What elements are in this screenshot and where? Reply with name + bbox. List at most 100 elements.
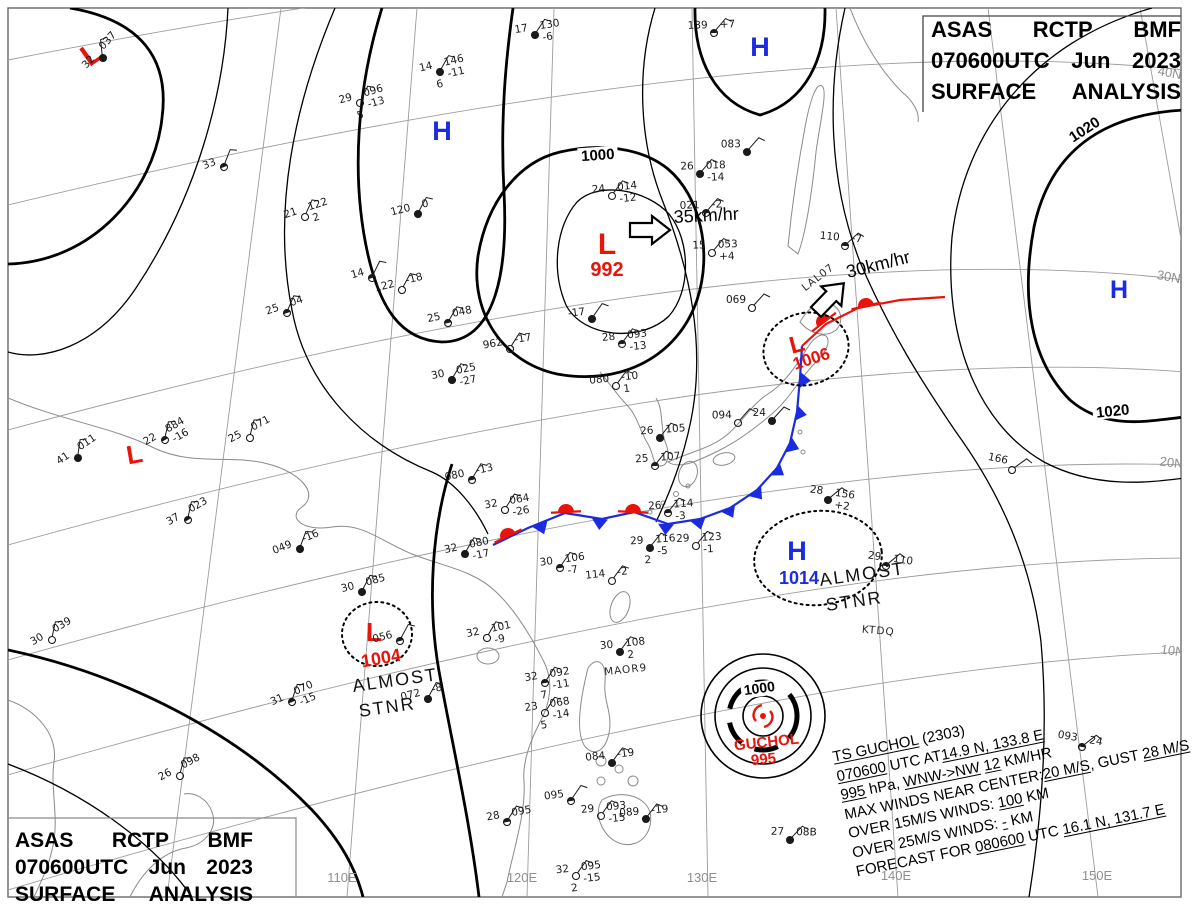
svg-text:1000: 1000 xyxy=(743,678,776,698)
svg-text:166: 166 xyxy=(987,451,1009,467)
svg-text:+2: +2 xyxy=(834,499,851,513)
longitude-label: 120E xyxy=(507,870,538,885)
svg-text:25: 25 xyxy=(635,452,649,465)
title-word: RCTP xyxy=(1032,17,1093,42)
pressure-center-h: H xyxy=(432,116,452,146)
cold-front-marker xyxy=(592,518,608,530)
title-line: 070600UTC Jun 2023 xyxy=(15,854,253,881)
station-plot: 32 101-9 xyxy=(465,619,512,646)
typhoon-icon xyxy=(763,710,774,729)
svg-text:30: 30 xyxy=(340,580,356,595)
station-plot: 26 098 xyxy=(156,751,202,783)
svg-text:123: 123 xyxy=(701,531,722,544)
station-plot: 32 095-15 2 xyxy=(555,859,602,895)
svg-text:-17: -17 xyxy=(513,331,532,346)
svg-text:15: 15 xyxy=(692,239,706,251)
svg-text:093: 093 xyxy=(627,327,648,341)
svg-text:023: 023 xyxy=(186,495,209,515)
svg-text:30: 30 xyxy=(28,631,46,648)
svg-text:6: 6 xyxy=(435,78,445,91)
svg-text:L: L xyxy=(124,438,145,470)
svg-text:139: 139 xyxy=(687,19,707,32)
station-plot: 072 -8 xyxy=(399,681,443,703)
svg-text:32: 32 xyxy=(443,542,459,557)
svg-text:037: 037 xyxy=(97,29,119,52)
svg-text:-14: -14 xyxy=(707,171,725,184)
title-word: 2023 xyxy=(206,856,253,879)
chart-title-top-right: ASAS RCTP BMF 070600UTC Jun 2023 SURFACE ANAL… xyxy=(931,14,1181,107)
typhoon-icon xyxy=(752,703,763,722)
svg-text:107: 107 xyxy=(660,450,681,463)
svg-text:+4: +4 xyxy=(719,250,735,263)
svg-text:-10: -10 xyxy=(621,370,639,384)
station-plot: 24 xyxy=(753,406,791,426)
svg-text:-1: -1 xyxy=(703,543,714,556)
title-word: ASAS xyxy=(15,829,74,852)
svg-text:24: 24 xyxy=(753,407,767,419)
svg-text:30: 30 xyxy=(430,368,446,383)
station-plot: 069 xyxy=(726,293,771,313)
svg-text:L: L xyxy=(366,617,382,647)
svg-text:14: 14 xyxy=(418,60,434,75)
station-plot: 29 116-5 2 xyxy=(630,532,676,566)
longitude-label: 110E xyxy=(327,870,357,885)
svg-text:-13: -13 xyxy=(366,94,386,110)
svg-text:2: 2 xyxy=(311,211,321,224)
svg-text:101: 101 xyxy=(490,619,512,635)
station-plot: -17 xyxy=(567,303,609,324)
svg-text:093: 093 xyxy=(606,799,627,813)
svg-text:089: 089 xyxy=(619,806,640,820)
cold-front-marker xyxy=(720,504,736,518)
warm-front-marker xyxy=(494,528,522,544)
svg-text:28: 28 xyxy=(601,331,616,344)
station-plot: 27 08B xyxy=(771,825,817,845)
cold-front-marker xyxy=(532,521,548,535)
svg-text:056: 056 xyxy=(371,629,394,646)
title-word: 070600UTC xyxy=(15,856,129,879)
svg-text:068: 068 xyxy=(549,695,571,710)
title-word: 070600UTC xyxy=(931,48,1050,73)
svg-text:114: 114 xyxy=(585,568,607,582)
svg-text:-9: -9 xyxy=(493,632,506,646)
svg-text:-13: -13 xyxy=(629,339,647,353)
svg-text:080: 080 xyxy=(468,535,490,551)
station-plot: 049 -16 xyxy=(271,527,321,557)
svg-text:H: H xyxy=(432,116,452,146)
longitude-label: 140E xyxy=(881,868,912,883)
map-frame xyxy=(7,7,1182,898)
title-line: SURFACE ANALYSIS xyxy=(15,881,253,908)
stationary-front-line xyxy=(492,345,804,546)
svg-text:011: 011 xyxy=(75,432,98,453)
station-plot: 26 114-3 xyxy=(648,497,694,522)
svg-text:41: 41 xyxy=(54,450,72,467)
svg-text:-12: -12 xyxy=(619,191,637,205)
warm-front-marker xyxy=(617,504,649,514)
movement-arrow: 35km/hr xyxy=(628,204,739,247)
station-plot: 26 105 xyxy=(640,422,686,443)
title-line: ASAS RCTP BMF xyxy=(931,14,1181,45)
station-plot: 056 xyxy=(371,623,415,646)
title-box-bottom-left-border xyxy=(8,817,297,897)
latitude-label: 10N xyxy=(1160,641,1186,659)
station-plot: 17 130-6 xyxy=(514,17,561,44)
cold-front-marker xyxy=(794,405,807,421)
svg-text:992: 992 xyxy=(590,259,623,281)
svg-text:1004: 1004 xyxy=(360,645,403,672)
svg-text:018: 018 xyxy=(706,159,726,172)
svg-text:995: 995 xyxy=(750,750,777,770)
svg-text:-2: -2 xyxy=(617,565,629,578)
station-plot: 32 064-26 xyxy=(483,492,530,519)
station-plot: 25 107 xyxy=(635,450,681,471)
svg-text:32: 32 xyxy=(483,497,498,511)
svg-text:156: 156 xyxy=(834,487,856,502)
svg-text:080: 080 xyxy=(589,373,610,387)
svg-text:2: 2 xyxy=(627,649,635,662)
station-plot: 094 xyxy=(712,408,757,428)
svg-text:24: 24 xyxy=(1088,734,1104,748)
station-plot: 29 123-1 xyxy=(676,531,722,556)
